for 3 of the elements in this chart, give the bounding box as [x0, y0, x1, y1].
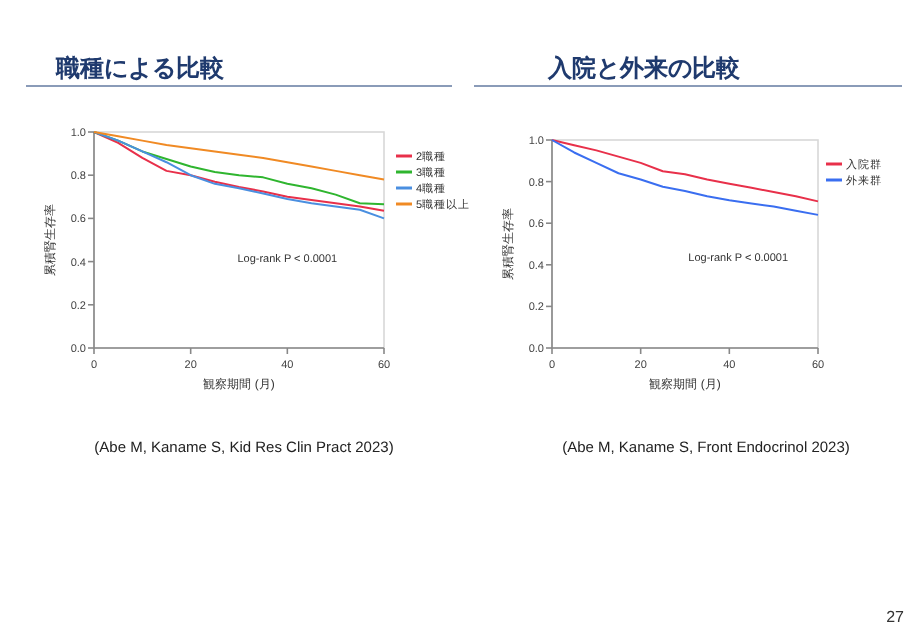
chart-title: 入院と外来の比較 [546, 54, 742, 82]
text: 27 [886, 608, 906, 626]
chart-title: 職種による比較 [54, 54, 226, 82]
